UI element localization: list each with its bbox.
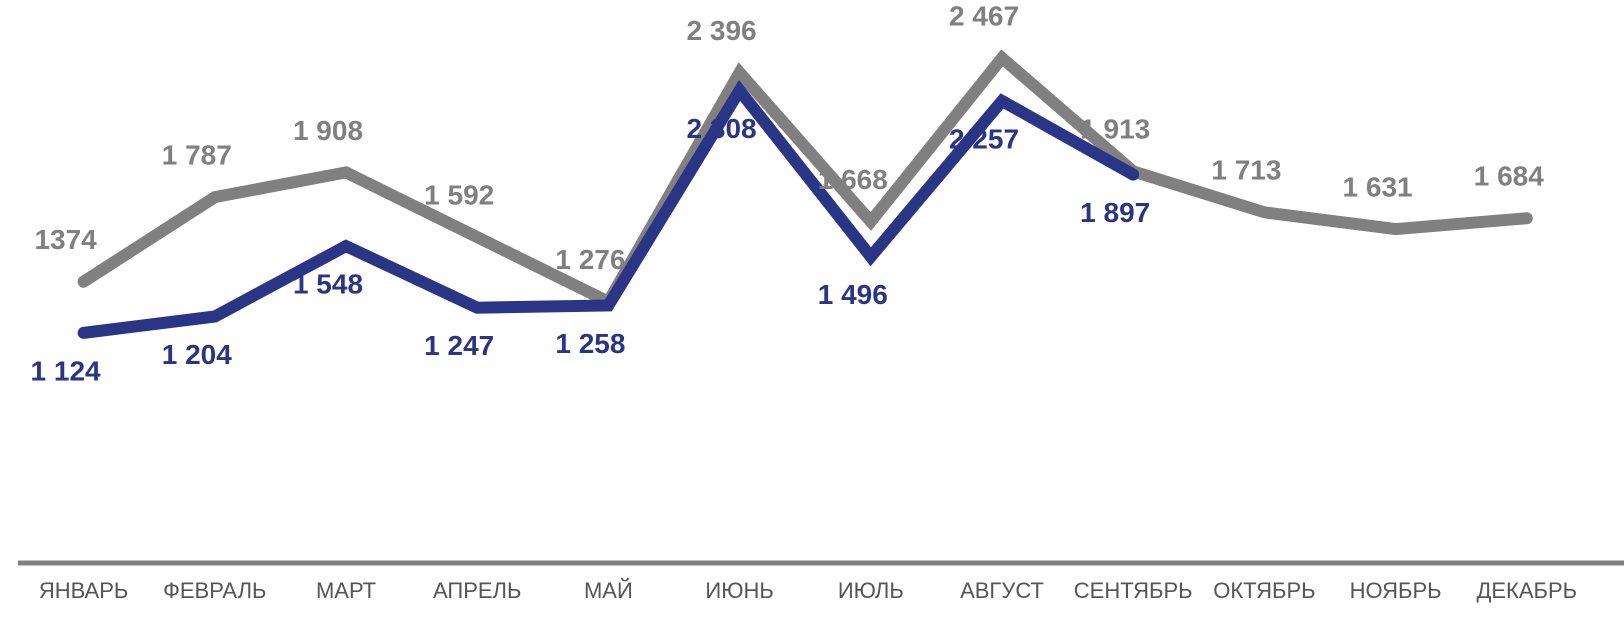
data-label: 1 204 — [162, 339, 232, 370]
x-tick-label: МАЙ — [584, 578, 633, 603]
data-label: 1 247 — [424, 330, 494, 361]
series-line — [77, 49, 1533, 310]
data-label: 2 396 — [687, 15, 757, 46]
data-label: 1 631 — [1343, 171, 1413, 202]
data-label: 1 496 — [818, 279, 888, 310]
data-label: 1 913 — [1080, 114, 1150, 145]
x-tick-label: НОЯБРЬ — [1350, 578, 1442, 603]
data-label: 2 467 — [949, 0, 1019, 31]
x-tick-label: СЕНТЯБРЬ — [1074, 578, 1193, 603]
x-tick-label: ИЮЛЬ — [838, 578, 904, 603]
x-tick-label: ОКТЯБРЬ — [1213, 578, 1315, 603]
x-tick-label: ИЮНЬ — [705, 578, 773, 603]
data-label: 1 548 — [293, 268, 363, 299]
data-label: 1 124 — [31, 355, 101, 386]
data-label: 1 713 — [1211, 155, 1281, 186]
series-line — [77, 80, 1140, 339]
x-tick-label: ДЕКАБРЬ — [1476, 578, 1577, 603]
x-tick-label: АПРЕЛЬ — [433, 578, 521, 603]
data-label: 2 308 — [687, 113, 757, 144]
x-tick-label: ФЕВРАЛЬ — [163, 578, 266, 603]
data-label: 1 908 — [293, 115, 363, 146]
data-label: 1 684 — [1474, 161, 1544, 192]
data-label: 1 592 — [424, 179, 494, 210]
data-label: 1 276 — [555, 244, 625, 275]
data-label: 1 258 — [555, 328, 625, 359]
data-label: 1 897 — [1080, 197, 1150, 228]
data-label: 1 668 — [818, 164, 888, 195]
data-label: 1 787 — [162, 140, 232, 171]
x-tick-label: МАРТ — [316, 578, 376, 603]
data-label: 2 257 — [949, 123, 1019, 154]
x-tick-label: ЯНВАРЬ — [39, 578, 129, 603]
x-tick-label: АВГУСТ — [960, 578, 1044, 603]
data-label: 1374 — [34, 224, 97, 255]
